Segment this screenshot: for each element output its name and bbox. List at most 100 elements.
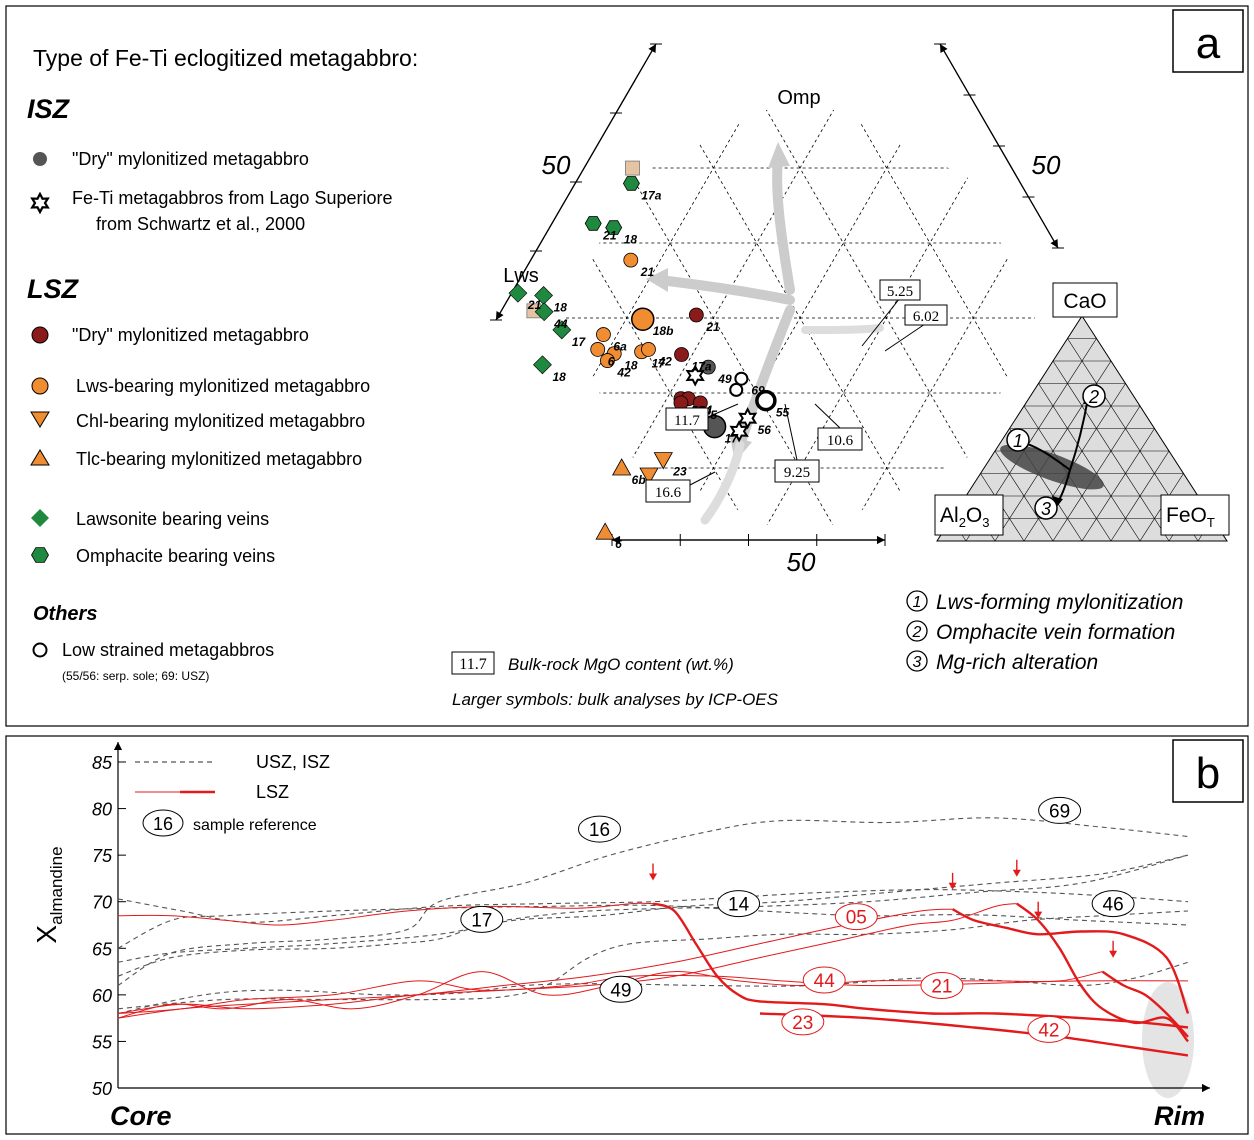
mgo-box-11-7-text: 11.7 xyxy=(674,413,700,429)
legend-lws-vein-label: Lawsonite bearing veins xyxy=(76,509,269,529)
axis-50-left: 50 xyxy=(542,150,571,180)
profile-line-7 xyxy=(117,902,654,926)
process-2-label: Omphacite vein formation xyxy=(936,621,1175,644)
ytick-label-70: 70 xyxy=(92,893,112,913)
panel-b-sample-labels: 16 69 14 46 17 49 05 44 21 23 42 xyxy=(460,796,1135,1043)
inset-field xyxy=(1000,444,1104,490)
profile-line-4 xyxy=(117,854,1189,977)
point-18-4 xyxy=(605,220,623,235)
mgo-legend-box-text: 11.7 xyxy=(459,656,486,673)
sample-oval-red-05 xyxy=(834,903,878,931)
point-69-29-label: 69 xyxy=(751,384,765,398)
profile-line-6 xyxy=(117,910,1189,1010)
process-1-label: Lws-forming mylonitization xyxy=(936,591,1183,614)
mgo-box-5-25-text: 5.25 xyxy=(887,284,913,300)
transition-arrow-head-2 xyxy=(1012,869,1021,877)
point-17-25-label: 17 xyxy=(725,432,740,446)
legend-lws-vein-symbol xyxy=(31,509,49,527)
point-6-33 xyxy=(595,522,615,540)
sample-label-14: 14 xyxy=(728,895,750,916)
point-18b-11-label: 18b xyxy=(653,324,674,338)
ylabel-almandine: Xalmandine xyxy=(31,846,66,943)
point-23-34 xyxy=(653,452,673,470)
inset-marker-1 xyxy=(1006,428,1030,452)
sample-label-69: 69 xyxy=(1049,801,1070,822)
legend-lsz-dry-label: "Dry" mylonitized metagabbro xyxy=(72,325,309,345)
panel-b-axes: 50 55 60 65 70 75 80 85 xyxy=(92,742,1210,1099)
legend-low-strained-symbol xyxy=(32,642,48,658)
sample-label-red-05: 05 xyxy=(846,908,867,929)
sample-oval-red-44 xyxy=(802,966,846,994)
profile-line-5 xyxy=(117,961,1189,1015)
point-21-3-label: 21 xyxy=(602,228,617,242)
profile-line-0 xyxy=(117,817,1189,986)
legend-sample-text: sample reference xyxy=(193,817,317,834)
point-21-5 xyxy=(508,283,528,303)
transition-arrow-head-1 xyxy=(948,882,957,890)
point-6-14-label: 6 xyxy=(608,354,615,368)
legend-isz-dry-symbol xyxy=(33,152,47,166)
sample-oval-46 xyxy=(1091,890,1135,918)
legend-title: Type of Fe-Ti eclogitized metagabbro: xyxy=(33,45,418,71)
process-2-num: 2 xyxy=(912,624,922,641)
point-17a-19 xyxy=(674,347,689,362)
ternary-diagram: 17a211821184417182118b6a1864217422117a52… xyxy=(451,43,1064,709)
point-18b-11 xyxy=(631,307,655,331)
ytick-label-65: 65 xyxy=(92,939,113,959)
legend-omp-vein-symbol xyxy=(31,547,49,563)
ytick-label-75: 75 xyxy=(92,846,113,866)
ternary-axes xyxy=(490,43,1064,546)
legend-tlc-symbol xyxy=(30,449,50,466)
point-55-31 xyxy=(755,389,777,412)
sample-oval-red-21 xyxy=(920,972,964,1000)
panel-a-frame xyxy=(5,5,1249,727)
point-18-6-label: 18 xyxy=(554,300,568,314)
process-3-num: 3 xyxy=(913,654,922,671)
legend-lws-symbol xyxy=(31,377,49,395)
lsz-header: LSZ xyxy=(27,274,80,304)
legend-low-strained-note: (55/56: serp. sole; 69: USZ) xyxy=(62,669,209,683)
legend-star-symbol xyxy=(30,191,50,215)
legend-a: Type of Fe-Ti eclogitized metagabbro: IS… xyxy=(27,45,418,683)
point-endmember-30 xyxy=(729,382,744,397)
mgo-box-6-02-text: 6.02 xyxy=(913,309,939,325)
point-6-14 xyxy=(590,342,606,357)
point-42-17 xyxy=(641,342,656,357)
point-17-16-label: 17 xyxy=(652,357,667,371)
point-42-15-label: 42 xyxy=(616,366,631,380)
ytick-label-55: 55 xyxy=(92,1032,113,1052)
mgo-box-9-25 xyxy=(774,459,820,483)
point-56-27-label: 56 xyxy=(758,423,772,437)
point-21-5-label: 21 xyxy=(527,298,542,312)
axis-50-bottom: 50 xyxy=(787,547,816,577)
sample-oval-14 xyxy=(717,890,761,918)
profile-line-10 xyxy=(952,908,1190,1014)
rim-highlight xyxy=(1142,982,1194,1098)
inset-ternary: 1 2 3 CaO Al2O3 FeOT 1 Lws-forming mylon… xyxy=(906,282,1230,674)
sample-label-49: 49 xyxy=(610,980,631,1001)
point-17-8-label: 17 xyxy=(572,335,587,349)
mgo-box-11-7 xyxy=(665,407,709,431)
point-42-15 xyxy=(600,353,615,368)
inset-marker-3-text: 3 xyxy=(1041,499,1051,519)
legend-tlc-label: Tlc-bearing mylonitized metagabbro xyxy=(76,449,362,469)
point-21-10 xyxy=(623,252,639,268)
mgo-box-9-25-text: 9.25 xyxy=(784,465,810,481)
transition-arrow-head-3 xyxy=(1034,911,1043,919)
point-44-7-label: 44 xyxy=(553,317,568,331)
sample-oval-17 xyxy=(460,905,504,933)
point-42-17-label: 42 xyxy=(657,354,672,368)
inset-apex-cao-box xyxy=(1052,282,1118,318)
point-6a-12 xyxy=(596,327,611,342)
point-21-18 xyxy=(688,307,704,323)
legend-star-label: Fe-Ti metagabbros from Lago Superiore xyxy=(72,188,392,208)
profile-line-15 xyxy=(759,1012,1189,1057)
xlabel-rim: Rim xyxy=(1154,1101,1205,1131)
legend-sample-oval xyxy=(142,809,184,837)
ytick-label-50: 50 xyxy=(92,1079,112,1099)
profile-line-2 xyxy=(117,904,1189,949)
sample-label-red-44: 44 xyxy=(814,971,836,992)
sample-oval-69 xyxy=(1038,796,1082,824)
legend-usz-isz-label: USZ, ISZ xyxy=(256,752,330,772)
